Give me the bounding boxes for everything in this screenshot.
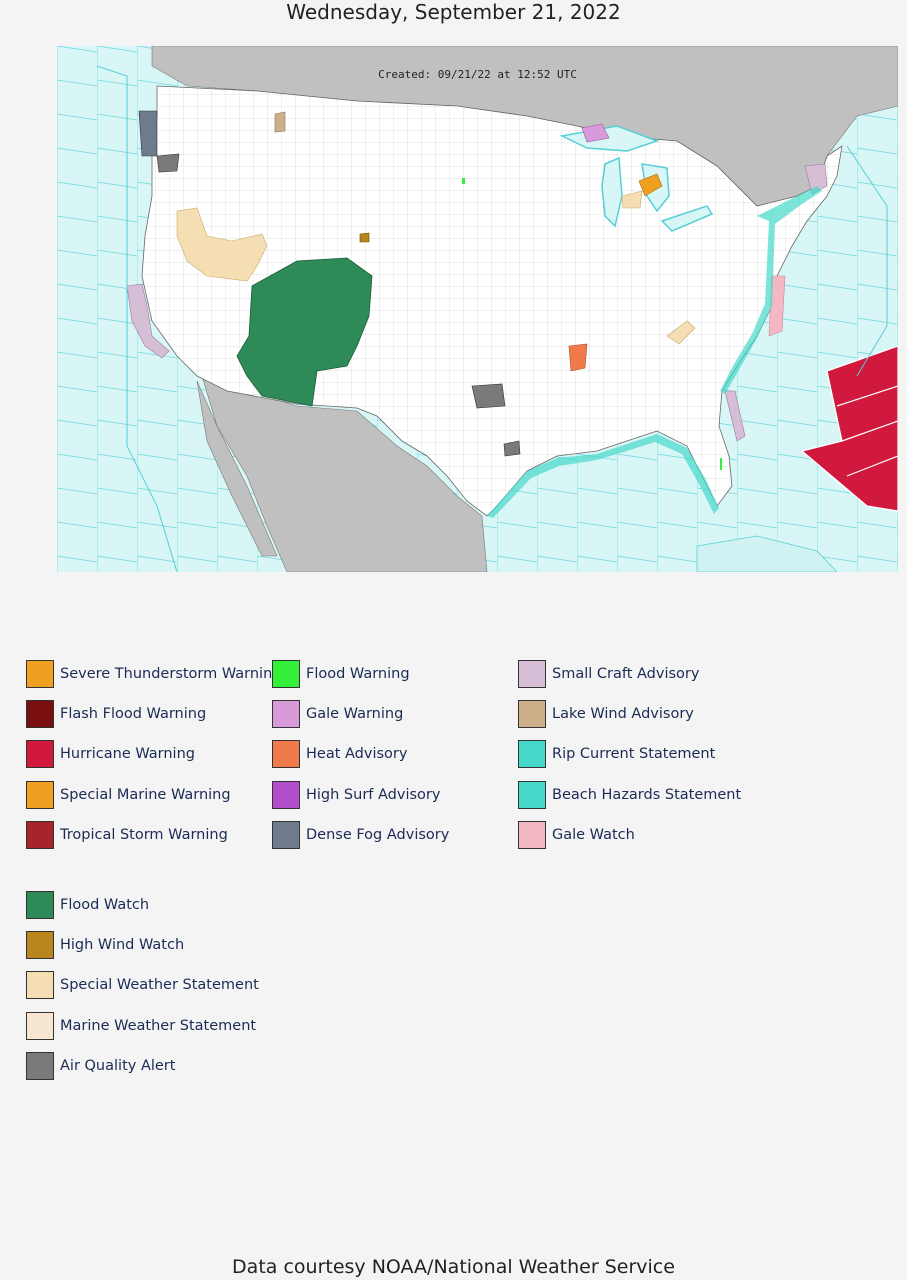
legend-label: High Surf Advisory <box>306 787 441 803</box>
legend-swatch <box>26 971 54 999</box>
legend-swatch <box>26 891 54 919</box>
legend-swatch <box>518 660 546 688</box>
legend-label: Lake Wind Advisory <box>552 706 694 722</box>
legend-label: Special Weather Statement <box>60 977 259 993</box>
legend-label: Gale Warning <box>306 706 404 722</box>
hurricane-zone-divider-2 <box>841 420 898 442</box>
legend-item-marine-weather-statement: Marine Weather Statement <box>26 1010 256 1042</box>
legend-swatch <box>26 700 54 728</box>
severe-thunderstorm-area <box>638 173 663 197</box>
legend-swatch <box>518 700 546 728</box>
legend-item-rip-current-statement: Rip Current Statement <box>518 738 715 770</box>
legend-item-flash-flood-warning: Flash Flood Warning <box>26 698 206 730</box>
legend-label: Air Quality Alert <box>60 1058 176 1074</box>
legend-item-flood-watch: Flood Watch <box>26 889 149 921</box>
legend-swatch <box>26 781 54 809</box>
legend-item-dense-fog-advisory: Dense Fog Advisory <box>272 819 449 851</box>
lake-michigan <box>601 156 623 228</box>
weather-alert-map: Created: 09/21/22 at 12:52 UTC <box>57 46 898 572</box>
small-craft-advisory-fl <box>724 390 746 442</box>
cuba-landmass <box>696 535 838 572</box>
legend-item-special-weather-statement: Special Weather Statement <box>26 969 259 1001</box>
flood-watch-area <box>236 257 373 407</box>
small-craft-advisory-ne <box>804 163 828 195</box>
legend-item-special-marine-warning: Special Marine Warning <box>26 779 231 811</box>
special-weather-statement-area <box>176 207 268 282</box>
special-weather-statement-tn <box>666 320 696 345</box>
legend-item-small-craft-advisory: Small Craft Advisory <box>518 658 699 690</box>
flood-warning-fl <box>720 458 722 470</box>
map-created-stamp: Created: 09/21/22 at 12:52 UTC <box>378 68 577 81</box>
small-craft-advisory-ca <box>126 283 170 359</box>
legend-item-gale-watch: Gale Watch <box>518 819 635 851</box>
legend-item-gale-warning: Gale Warning <box>272 698 403 730</box>
legend-item-lake-wind-advisory: Lake Wind Advisory <box>518 698 694 730</box>
gale-warning-superior <box>581 123 610 143</box>
page-title: Wednesday, September 21, 2022 <box>286 0 621 24</box>
lake-erie <box>660 205 714 232</box>
legend-label: Tropical Storm Warning <box>60 827 228 843</box>
legend-label: Flash Flood Warning <box>60 706 207 722</box>
legend-item-high-wind-watch: High Wind Watch <box>26 929 184 961</box>
legend-swatch <box>26 740 54 768</box>
legend-label: Gale Watch <box>552 827 635 843</box>
rip-current-gulf <box>487 434 719 518</box>
legend-label: Severe Thunderstorm Warning <box>60 666 282 682</box>
legend-label: Rip Current Statement <box>552 746 716 762</box>
legend-label: Dense Fog Advisory <box>306 827 450 843</box>
legend-swatch <box>518 821 546 849</box>
lake-wind-advisory-mt <box>274 111 286 133</box>
legend-swatch <box>26 821 54 849</box>
data-credit: Data courtesy NOAA/National Weather Serv… <box>232 1256 675 1278</box>
legend-item-air-quality-alert: Air Quality Alert <box>26 1050 175 1082</box>
legend-swatch <box>272 740 300 768</box>
legend-swatch <box>518 740 546 768</box>
legend-swatch <box>272 821 300 849</box>
legend-label: Marine Weather Statement <box>60 1018 257 1034</box>
legend-label: Special Marine Warning <box>60 787 231 803</box>
atlantic-marine-outline <box>846 145 888 377</box>
legend-label: Heat Advisory <box>306 746 408 762</box>
heat-advisory-area <box>568 343 588 372</box>
legend-item-heat-advisory: Heat Advisory <box>272 738 407 770</box>
legend-label: Flood Watch <box>60 897 150 913</box>
air-quality-alert-or <box>156 153 180 173</box>
baja-peninsula <box>196 380 278 557</box>
hurricane-zone-divider-3 <box>846 455 898 477</box>
legend-swatch <box>518 781 546 809</box>
map-graphic <box>57 46 898 572</box>
legend-label: Small Craft Advisory <box>552 666 700 682</box>
air-quality-alert-ok <box>471 383 506 409</box>
legend-swatch <box>272 781 300 809</box>
legend-swatch <box>272 700 300 728</box>
legend-swatch <box>26 660 54 688</box>
legend-swatch <box>272 660 300 688</box>
dense-fog-advisory-wa <box>138 110 158 157</box>
air-quality-alert-tx <box>503 440 521 457</box>
legend-label: Flood Warning <box>306 666 410 682</box>
flood-warning-nd <box>462 178 465 184</box>
special-weather-statement-mi <box>621 190 643 209</box>
legend-item-beach-hazards-statement: Beach Hazards Statement <box>518 779 741 811</box>
legend-item-flood-warning: Flood Warning <box>272 658 410 690</box>
legend-item-severe-thunderstorm-warning: Severe Thunderstorm Warning <box>26 658 281 690</box>
legend-swatch <box>26 931 54 959</box>
gale-watch-area <box>768 275 786 337</box>
hurricane-zone-divider-1 <box>836 385 898 407</box>
legend-item-hurricane-warning: Hurricane Warning <box>26 738 195 770</box>
high-wind-watch-co <box>359 232 370 243</box>
legend-item-high-surf-advisory: High Surf Advisory <box>272 779 440 811</box>
rip-current-atlantic <box>720 186 822 394</box>
mexico-landmass <box>201 375 488 572</box>
legend-label: Hurricane Warning <box>60 746 195 762</box>
legend-label: Beach Hazards Statement <box>552 787 742 803</box>
legend-item-tropical-storm-warning: Tropical Storm Warning <box>26 819 228 851</box>
legend-swatch <box>26 1012 54 1040</box>
legend-swatch <box>26 1052 54 1080</box>
legend-label: High Wind Watch <box>60 937 185 953</box>
pacific-marine-outline <box>96 65 178 572</box>
